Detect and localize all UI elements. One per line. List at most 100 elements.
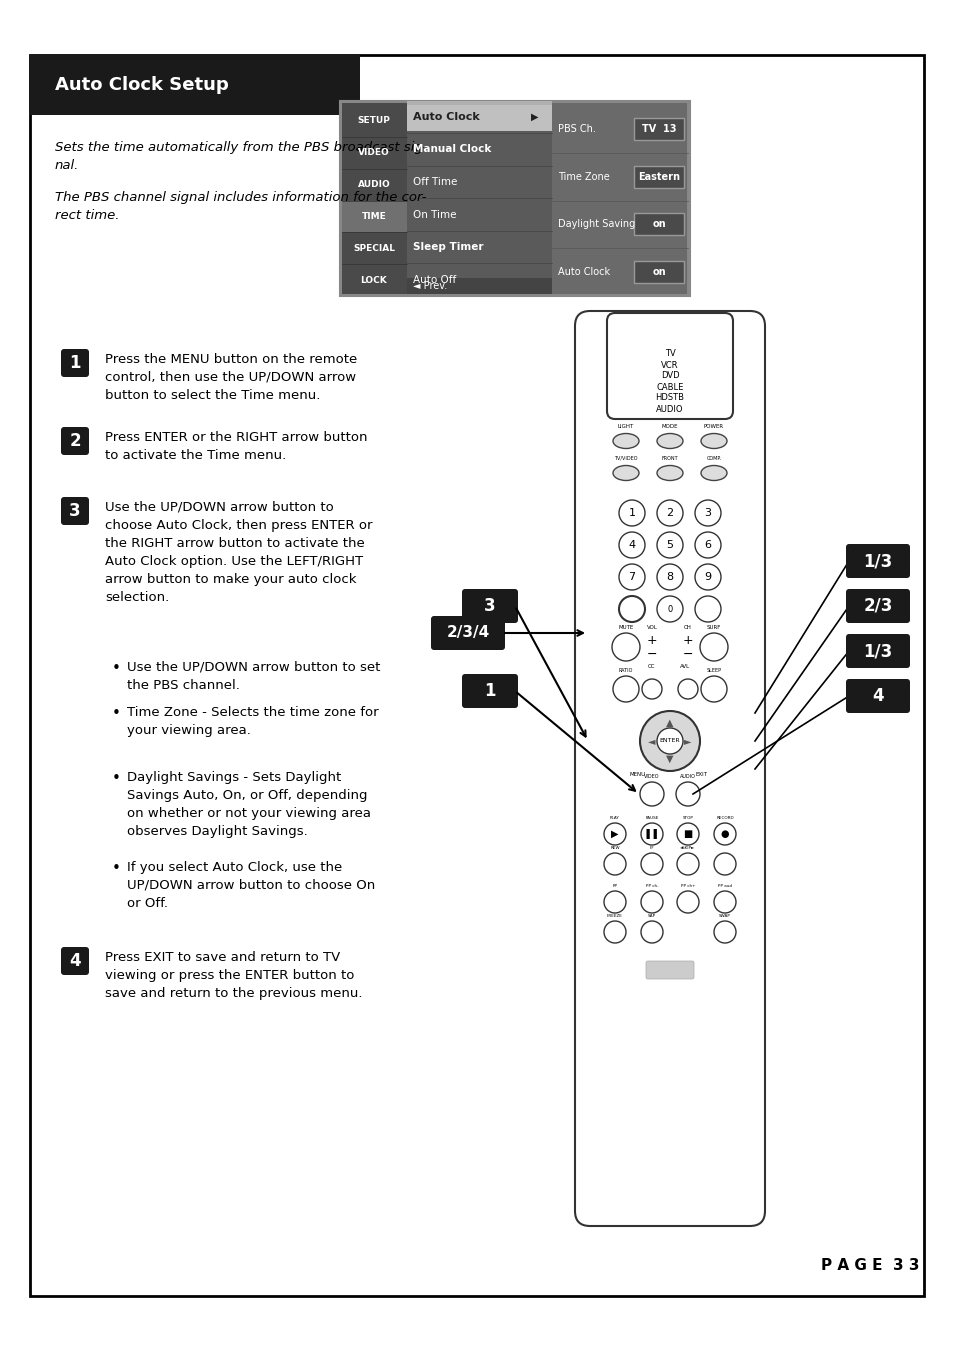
Text: 1: 1 xyxy=(628,508,635,517)
Text: 1/3: 1/3 xyxy=(862,553,892,570)
Text: Time Zone - Selects the time zone for
your viewing area.: Time Zone - Selects the time zone for yo… xyxy=(127,707,378,738)
Text: LIGHT: LIGHT xyxy=(618,424,634,430)
Circle shape xyxy=(677,852,699,875)
Circle shape xyxy=(618,563,644,590)
FancyBboxPatch shape xyxy=(61,349,89,377)
Circle shape xyxy=(603,892,625,913)
Circle shape xyxy=(603,823,625,844)
Circle shape xyxy=(695,532,720,558)
Text: SWAP: SWAP xyxy=(719,915,730,917)
Text: 2: 2 xyxy=(70,432,81,450)
Text: 0: 0 xyxy=(667,604,672,613)
Text: PP: PP xyxy=(612,884,617,888)
FancyBboxPatch shape xyxy=(634,166,683,188)
Text: ◄ Prev.: ◄ Prev. xyxy=(413,281,447,290)
Text: MODE: MODE xyxy=(661,424,678,430)
Ellipse shape xyxy=(700,434,726,449)
Text: VIDEO: VIDEO xyxy=(643,774,659,780)
FancyBboxPatch shape xyxy=(61,947,89,975)
FancyBboxPatch shape xyxy=(61,497,89,526)
Text: PAUSE: PAUSE xyxy=(644,816,658,820)
Text: 2/3/4: 2/3/4 xyxy=(446,626,489,640)
FancyBboxPatch shape xyxy=(845,544,909,578)
Circle shape xyxy=(640,921,662,943)
Text: RATIO: RATIO xyxy=(618,667,633,673)
Text: •: • xyxy=(112,707,121,721)
Circle shape xyxy=(676,782,700,807)
Circle shape xyxy=(677,892,699,913)
FancyBboxPatch shape xyxy=(339,101,689,296)
Circle shape xyxy=(640,823,662,844)
Text: SURF: SURF xyxy=(706,626,720,630)
Ellipse shape xyxy=(613,434,639,449)
Text: on: on xyxy=(652,267,665,277)
Circle shape xyxy=(713,921,735,943)
FancyBboxPatch shape xyxy=(634,118,683,141)
Text: •: • xyxy=(112,861,121,875)
Circle shape xyxy=(657,596,682,621)
Text: +: + xyxy=(682,634,693,647)
Ellipse shape xyxy=(657,434,682,449)
Text: 4: 4 xyxy=(871,688,882,705)
Text: Off Time: Off Time xyxy=(413,177,456,186)
FancyBboxPatch shape xyxy=(407,103,552,295)
FancyBboxPatch shape xyxy=(634,261,683,284)
Text: SAP: SAP xyxy=(647,915,656,917)
Circle shape xyxy=(713,852,735,875)
Circle shape xyxy=(640,892,662,913)
Text: ◄SKIP►: ◄SKIP► xyxy=(679,846,695,850)
Text: SPECIAL: SPECIAL xyxy=(353,243,395,253)
Text: If you select Auto Clock, use the
UP/DOWN arrow button to choose On
or Off.: If you select Auto Clock, use the UP/DOW… xyxy=(127,861,375,911)
Circle shape xyxy=(657,532,682,558)
Text: SLEEP: SLEEP xyxy=(706,667,720,673)
Text: DVD: DVD xyxy=(660,372,679,381)
Text: SETUP: SETUP xyxy=(357,116,390,126)
Circle shape xyxy=(657,563,682,590)
Circle shape xyxy=(618,596,644,621)
Text: +: + xyxy=(646,634,657,647)
Text: −: − xyxy=(682,647,693,661)
Text: 7: 7 xyxy=(628,571,635,582)
Text: Sleep Timer: Sleep Timer xyxy=(413,242,483,253)
Text: RECORD: RECORD xyxy=(716,816,733,820)
Text: AVL: AVL xyxy=(679,663,689,669)
Circle shape xyxy=(639,782,663,807)
Text: TV/VIDEO: TV/VIDEO xyxy=(614,457,638,461)
Text: Auto Clock: Auto Clock xyxy=(413,112,479,122)
Text: Daylight Savings - Sets Daylight
Savings Auto, On, or Off, depending
on whether : Daylight Savings - Sets Daylight Savings… xyxy=(127,771,371,838)
Ellipse shape xyxy=(613,466,639,481)
Text: Manual Clock: Manual Clock xyxy=(413,145,491,154)
Text: ▲: ▲ xyxy=(665,717,673,728)
Text: 3: 3 xyxy=(484,597,496,615)
FancyBboxPatch shape xyxy=(634,213,683,235)
FancyBboxPatch shape xyxy=(431,616,504,650)
Text: 9: 9 xyxy=(703,571,711,582)
Text: 8: 8 xyxy=(666,571,673,582)
Text: ►: ► xyxy=(683,736,691,746)
Text: EXIT: EXIT xyxy=(696,771,707,777)
Text: 1: 1 xyxy=(484,682,496,700)
Text: TV  13: TV 13 xyxy=(641,124,676,134)
Text: ❚❚: ❚❚ xyxy=(643,830,659,839)
FancyBboxPatch shape xyxy=(845,680,909,713)
Circle shape xyxy=(613,676,639,703)
Circle shape xyxy=(695,596,720,621)
Text: ENTER: ENTER xyxy=(659,739,679,743)
FancyBboxPatch shape xyxy=(606,313,732,419)
Circle shape xyxy=(639,711,700,771)
Text: MENU: MENU xyxy=(629,771,645,777)
FancyBboxPatch shape xyxy=(407,101,552,105)
Text: LOCK: LOCK xyxy=(360,276,387,285)
Text: TIME: TIME xyxy=(361,212,386,222)
Circle shape xyxy=(695,563,720,590)
Text: 2/3: 2/3 xyxy=(862,597,892,615)
Circle shape xyxy=(677,823,699,844)
Text: ▶: ▶ xyxy=(611,830,618,839)
Circle shape xyxy=(657,500,682,526)
Text: 2: 2 xyxy=(666,508,673,517)
Text: −: − xyxy=(646,647,657,661)
Text: CABLE: CABLE xyxy=(656,382,683,392)
Text: VCR: VCR xyxy=(660,361,678,370)
FancyBboxPatch shape xyxy=(575,311,764,1225)
Text: FF: FF xyxy=(649,846,654,850)
